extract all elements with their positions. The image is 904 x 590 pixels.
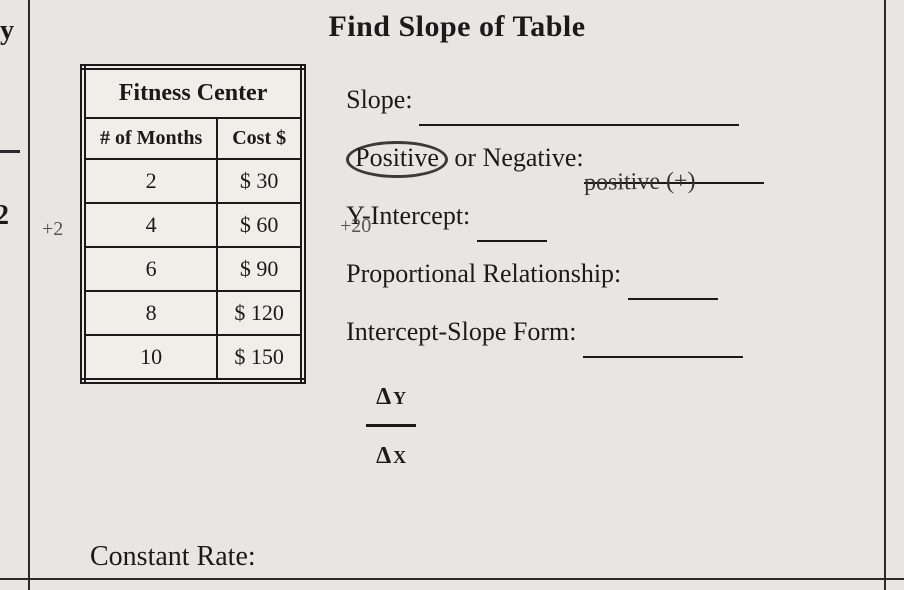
y-axis-label: y [0,15,14,47]
slopeform-blank[interactable] [583,329,743,358]
cell-cost: $ 30 [217,159,303,203]
answer-fields: Slope: Positive or Negative:positive (+)… [346,64,874,481]
table-row: 8 $ 120 [83,291,303,335]
slope-blank[interactable] [419,97,739,126]
margin-two: 2 [0,200,9,232]
cell-cost: $ 120 [217,291,303,335]
cell-cost: $ 60 [217,203,303,247]
slopeform-field: Intercept-Slope Form: [346,306,874,358]
slopeform-label: Intercept-Slope Form: [346,317,576,346]
posneg-text: or Negative: [448,143,584,172]
right-margin [884,0,904,590]
delta-fraction: ΔY ΔX [366,370,416,481]
fraction-numerator: ΔY [366,370,416,427]
positive-circled: Positive [346,141,448,178]
cell-months: 10 [83,335,217,381]
bottom-margin [0,578,904,580]
cell-cost: $ 90 [217,247,303,291]
left-margin: y 2 [0,0,30,590]
fitness-table: Fitness Center # of Months Cost $ 2 $ 30… [80,64,306,384]
cell-months: 2 [83,159,217,203]
table-row: 10 $ 150 [83,335,303,381]
fraction-denominator: ΔX [366,427,416,481]
margin-dash [0,150,20,153]
yintercept-blank[interactable] [477,213,547,242]
proportional-field: Proportional Relationship: [346,248,874,300]
table-row: 4 $ 60 [83,203,303,247]
slope-label: Slope: [346,85,412,114]
proportional-blank[interactable] [628,271,718,300]
col-header-cost: Cost $ [217,118,303,159]
posneg-blank[interactable]: positive (+) [584,155,764,184]
table-row: 6 $ 90 [83,247,303,291]
cell-cost: $ 150 [217,335,303,381]
posneg-answer: positive (+) [583,157,695,207]
table-row: 2 $ 30 [83,159,303,203]
annotation-plus20: +20 [340,215,371,238]
cell-months: 8 [83,291,217,335]
posneg-field: Positive or Negative:positive (+) [346,132,874,184]
proportional-label: Proportional Relationship: [346,259,621,288]
table-caption: Fitness Center [83,67,303,118]
cell-months: 6 [83,247,217,291]
slope-field: Slope: [346,74,874,126]
annotation-plus2: +2 [42,218,63,241]
col-header-months: # of Months [83,118,217,159]
cell-months: 4 [83,203,217,247]
worksheet-title: Find Slope of Table [40,10,874,44]
constant-rate-label: Constant Rate: [90,541,874,573]
